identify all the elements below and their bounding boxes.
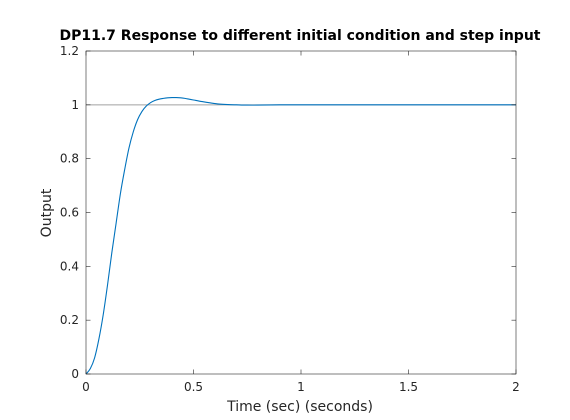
y-tick-label: 0.4 [60, 259, 79, 273]
y-tick-label: 0.6 [60, 206, 79, 220]
x-tick-label: 1.5 [399, 380, 418, 394]
x-tick-label: 0.5 [184, 380, 203, 394]
series-layer [85, 96, 516, 375]
x-tick-label: 0 [82, 380, 90, 394]
y-tick-label: 1.2 [60, 44, 79, 58]
tick-layer: 0 0.5 1 1.5 2 0 0.2 0.4 0.6 0.8 1 1.2 [60, 44, 520, 394]
y-tick-label: 1 [71, 98, 79, 112]
y-tick-label: 0.2 [60, 313, 79, 327]
x-tick-label: 1 [297, 380, 305, 394]
x-axis-label: Time (sec) (seconds) [226, 399, 373, 415]
y-tick-label: 0 [71, 367, 79, 381]
plot-area [86, 51, 516, 374]
response-curve [85, 96, 516, 375]
y-tick-label: 0.8 [60, 152, 79, 166]
x-tick-label: 2 [512, 380, 520, 394]
chart-title: DP11.7 Response to different initial con… [60, 28, 541, 44]
y-axis-label: Output [39, 188, 55, 237]
